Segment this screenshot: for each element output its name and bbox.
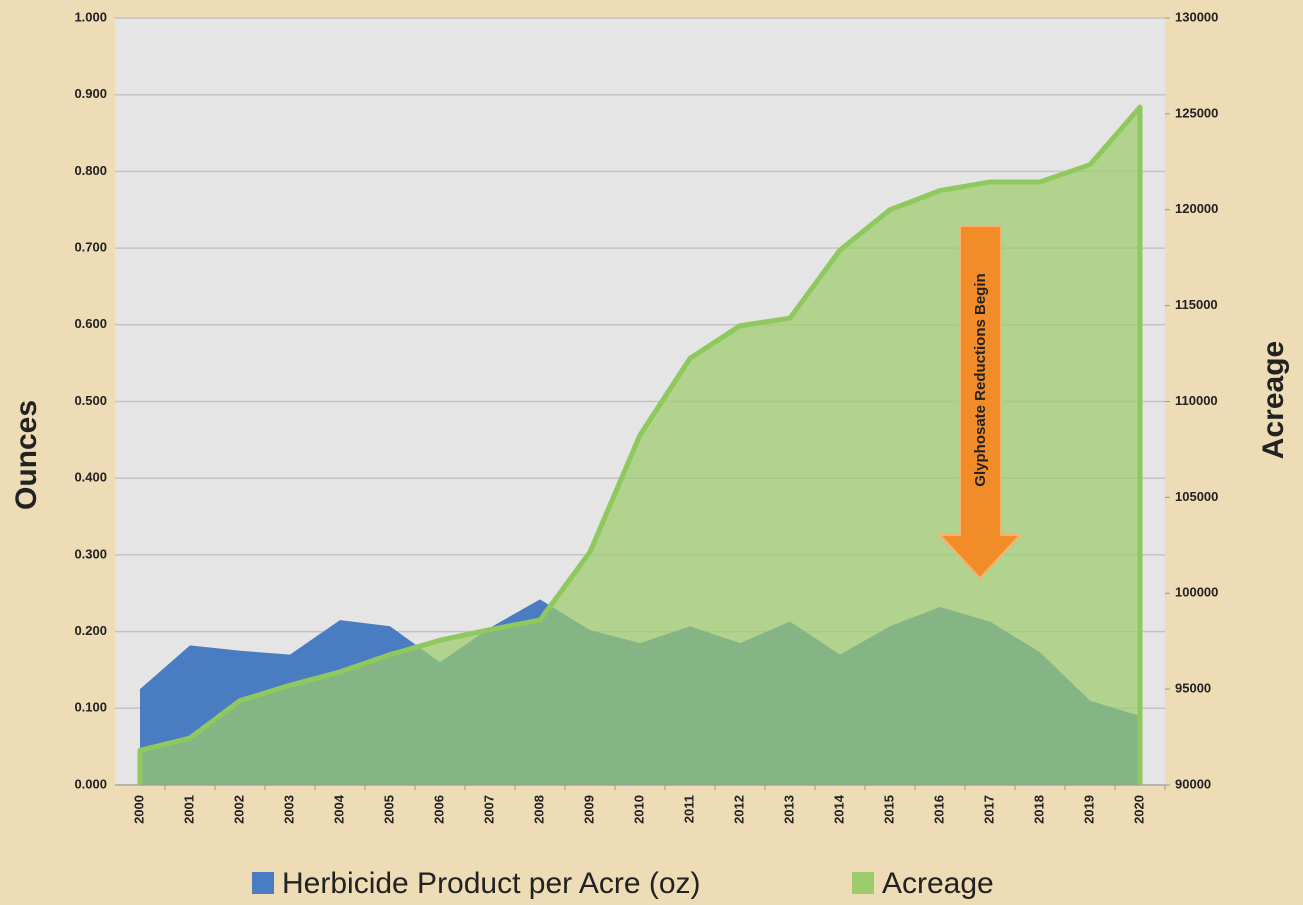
x-tick-label: 2002: [231, 795, 246, 824]
x-tick-label: 2009: [581, 795, 596, 824]
x-tick-label: 2020: [1131, 795, 1146, 824]
x-tick-label: 2016: [931, 795, 946, 824]
y-tick-label: 0.000: [74, 776, 107, 791]
arrow-shape: [937, 225, 1023, 580]
legend-swatch: [852, 872, 874, 894]
area: [140, 107, 1140, 785]
x-tick-label: 2010: [631, 795, 646, 824]
y-tick-label: 0.300: [74, 546, 107, 561]
area-line: [137, 104, 1143, 785]
y2-tick-label: 125000: [1175, 105, 1218, 120]
y-tick-label: 0.700: [74, 240, 107, 255]
y-tick-label: 0.800: [74, 163, 107, 178]
x-tick-label: 2017: [981, 795, 996, 824]
x-tick-label: 2003: [281, 795, 296, 824]
x-tick-label: 2018: [1031, 795, 1046, 824]
legend-label: Acreage: [882, 867, 994, 900]
x-tick-label: 2011: [681, 795, 696, 823]
y2-tick-label: 105000: [1175, 489, 1218, 504]
x-tick-label: 2004: [331, 794, 346, 824]
y-tick-label: 0.900: [74, 86, 107, 101]
x-tick-label: 2000: [131, 795, 146, 824]
y-tick-label: 0.600: [74, 316, 107, 331]
legend-swatch: [252, 872, 274, 894]
x-tick-label: 2019: [1081, 795, 1096, 824]
y2-tick-label: 115000: [1175, 297, 1218, 312]
annotation-arrow: Glyphosate Reductions Begin: [937, 225, 1023, 580]
x-tick-label: 2008: [531, 795, 546, 824]
x-tick-label: 2014: [831, 794, 846, 824]
y-tick-label: 0.500: [74, 393, 107, 408]
y2-tick-label: 110000: [1175, 393, 1218, 408]
y2-tick-label: 95000: [1175, 681, 1211, 696]
x-tick-label: 2015: [881, 795, 896, 824]
x-tick-label: 2012: [731, 795, 746, 824]
x-tick-label: 2007: [481, 795, 496, 824]
y2-axis-title: Acreage: [1257, 341, 1290, 459]
y2-tick-label: 130000: [1175, 9, 1218, 24]
y-tick-label: 0.200: [74, 623, 107, 638]
x-tick-label: 2001: [181, 795, 196, 824]
y2-tick-label: 120000: [1175, 201, 1218, 216]
y2-tick-label: 100000: [1175, 585, 1218, 600]
y-tick-label: 1.000: [74, 9, 107, 24]
x-tick-label: 2006: [431, 795, 446, 824]
legend-label: Herbicide Product per Acre (oz): [282, 867, 701, 900]
x-tick-label: 2013: [781, 795, 796, 824]
y-tick-label: 0.400: [74, 470, 107, 485]
y-tick-label: 0.100: [74, 700, 107, 715]
annotation-text: Glyphosate Reductions Begin: [972, 273, 989, 486]
y2-tick-label: 90000: [1175, 776, 1211, 791]
y-axis-title: Ounces: [10, 400, 43, 510]
x-tick-label: 2005: [381, 795, 396, 824]
